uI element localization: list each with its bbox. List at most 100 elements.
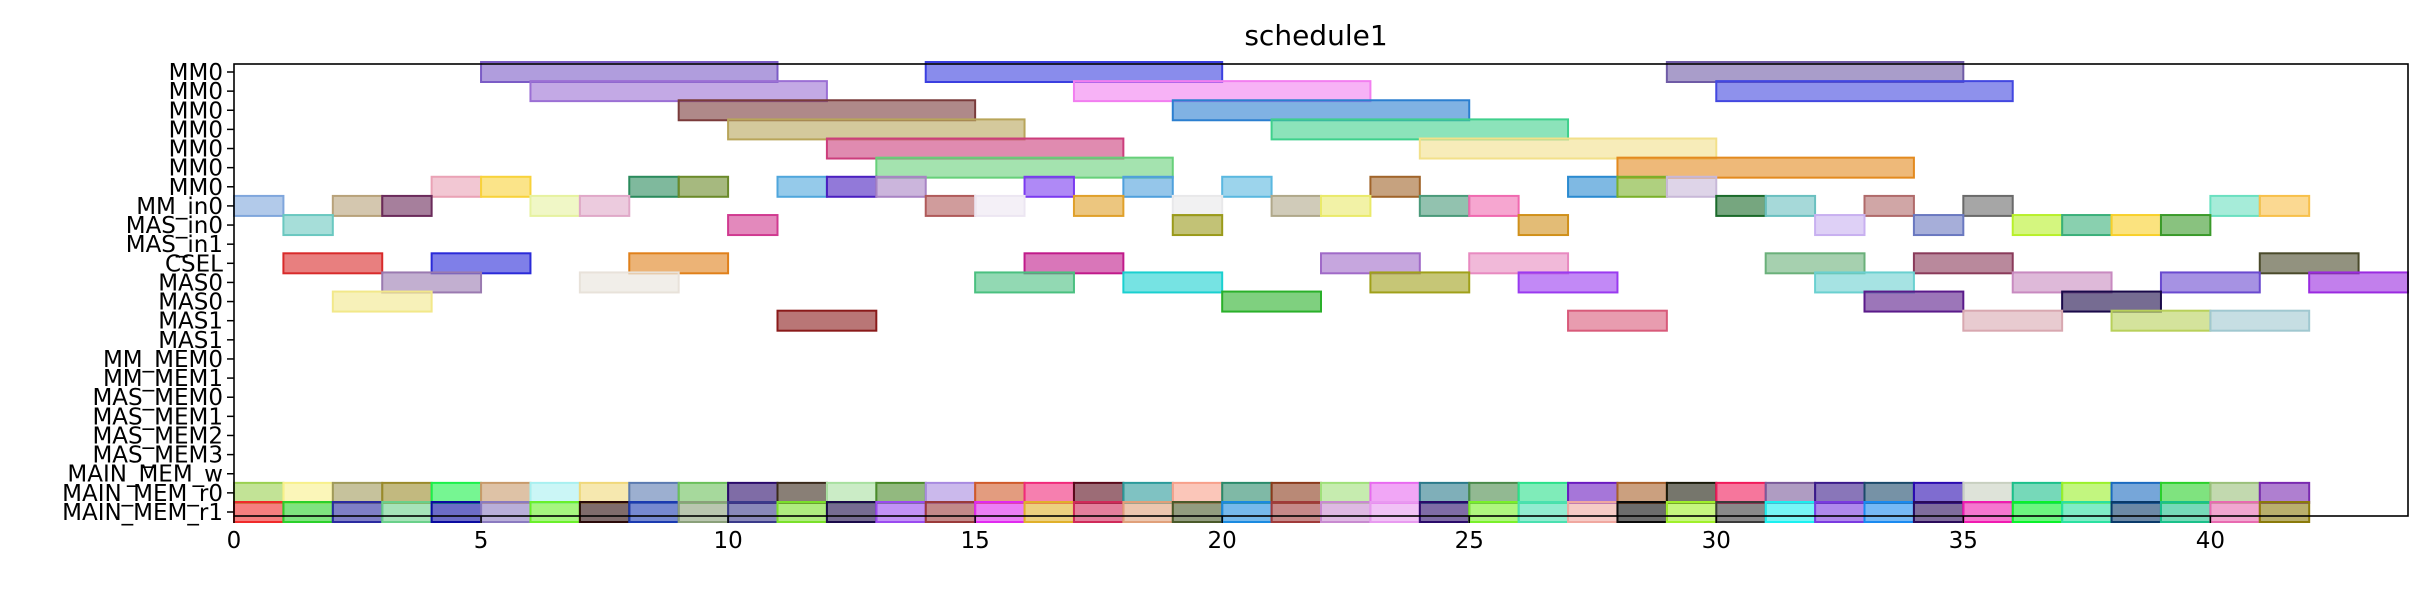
task-bar-27 bbox=[1665, 175, 1718, 198]
main-mem-r0-block-40 bbox=[2209, 481, 2261, 504]
task-bar-24 bbox=[1369, 175, 1421, 198]
task-bar-38 bbox=[1320, 194, 1372, 217]
main-mem-r1-block-1 bbox=[282, 501, 334, 523]
main-mem-r0-block-10 bbox=[727, 481, 779, 504]
task-bar-8 bbox=[727, 118, 1026, 141]
main-mem-r1-block-8 bbox=[628, 501, 680, 523]
task-bar-59 bbox=[628, 252, 730, 275]
task-bar-68 bbox=[974, 271, 1075, 294]
task-bar-32 bbox=[578, 194, 631, 217]
main-mem-r0-block-23 bbox=[1369, 481, 1421, 504]
x-tick-label-6: 30 bbox=[1702, 528, 1731, 554]
task-bar-46 bbox=[2258, 194, 2311, 217]
main-mem-r1-block-37 bbox=[2061, 501, 2113, 523]
main-mem-r1-block-4 bbox=[430, 501, 483, 523]
main-mem-r1-block-41 bbox=[2258, 501, 2311, 523]
main-mem-r1-block-2 bbox=[331, 501, 384, 523]
main-mem-r1-block-6 bbox=[529, 501, 581, 523]
main-mem-r0-block-24 bbox=[1418, 481, 1471, 504]
row-label-1: MM0 bbox=[169, 79, 223, 105]
task-bar-52 bbox=[1912, 214, 1965, 237]
row-labels: MM0MM0MM0MM0MM0MM0MM0MM_in0MAS_in0MAS_in… bbox=[62, 60, 234, 526]
task-bar-75 bbox=[2308, 271, 2410, 294]
main-mem-r1-block-15 bbox=[974, 501, 1026, 523]
main-mem-r1-block-21 bbox=[1270, 501, 1323, 523]
task-bar-5 bbox=[1715, 80, 2014, 103]
task-bar-30 bbox=[381, 194, 433, 217]
task-bar-63 bbox=[1764, 252, 1866, 275]
main-mem-r0-block-8 bbox=[628, 481, 680, 504]
row-label-11: MAS0 bbox=[158, 270, 223, 296]
main-mem-r1-block-29 bbox=[1665, 501, 1718, 523]
row-label-22: MAIN_MEM_r0 bbox=[62, 481, 223, 507]
chart-title: schedule1 bbox=[1244, 19, 1387, 52]
main-mem-r1-block-23 bbox=[1369, 501, 1421, 523]
task-bar-16 bbox=[628, 175, 680, 198]
main-mem-r0-block-21 bbox=[1270, 481, 1323, 504]
task-bar-36 bbox=[1171, 194, 1224, 217]
task-bar-57 bbox=[282, 252, 384, 275]
plot-frame bbox=[233, 63, 2409, 517]
main-mem-r1-block-30 bbox=[1715, 501, 1767, 523]
task-bar-28 bbox=[233, 194, 285, 217]
main-mem-r1-block-19 bbox=[1171, 501, 1224, 523]
x-tick-label-4: 20 bbox=[1208, 528, 1237, 554]
main-mem-r1-block-18 bbox=[1122, 501, 1174, 523]
task-bar-19 bbox=[825, 175, 878, 198]
task-bar-65 bbox=[2258, 252, 2360, 275]
x-tick-label-0: 0 bbox=[227, 528, 242, 554]
task-bar-1 bbox=[924, 61, 1224, 83]
main-mem-r0-block-31 bbox=[1764, 481, 1817, 504]
task-bar-22 bbox=[1122, 175, 1174, 198]
task-bar-33 bbox=[924, 194, 977, 217]
main-mem-r1-block-34 bbox=[1912, 501, 1965, 523]
task-bar-66 bbox=[381, 271, 483, 294]
task-bar-50 bbox=[1517, 214, 1570, 237]
task-bar-3 bbox=[529, 80, 828, 103]
main-mem-r1-block-5 bbox=[480, 501, 532, 523]
task-bar-14 bbox=[430, 175, 483, 198]
main-mem-r0-block-18 bbox=[1122, 481, 1174, 504]
row-label-3: MM0 bbox=[169, 117, 223, 143]
task-bar-0 bbox=[480, 61, 779, 83]
task-bar-83 bbox=[2110, 309, 2212, 332]
task-bar-62 bbox=[1468, 252, 1570, 275]
task-bar-44 bbox=[1962, 194, 2014, 217]
main-mem-r1-block-32 bbox=[1814, 501, 1866, 523]
task-bar-37 bbox=[1270, 194, 1323, 217]
row-label-13: MAS1 bbox=[158, 309, 223, 335]
main-mem-r0-block-15 bbox=[974, 481, 1026, 504]
task-bar-70 bbox=[1369, 271, 1471, 294]
main-mem-r0-block-32 bbox=[1814, 481, 1866, 504]
task-bar-39 bbox=[1418, 194, 1471, 217]
main-mem-r1-block-14 bbox=[924, 501, 977, 523]
row-label-12: MAS0 bbox=[158, 290, 223, 316]
main-mem-r0-block-12 bbox=[825, 481, 878, 504]
row-label-14: MAS1 bbox=[158, 328, 223, 354]
main-mem-r0-block-28 bbox=[1616, 481, 1668, 504]
main-mem-r0-block-13 bbox=[875, 481, 927, 504]
main-mem-r1-block-9 bbox=[677, 501, 730, 523]
task-bar-69 bbox=[1122, 271, 1224, 294]
row-label-4: MM0 bbox=[169, 137, 223, 163]
task-bar-55 bbox=[2110, 214, 2162, 237]
task-bar-84 bbox=[2209, 309, 2311, 332]
x-tick-label-2: 10 bbox=[713, 528, 742, 554]
task-bar-77 bbox=[1221, 290, 1322, 313]
main-mem-r0-block-9 bbox=[677, 481, 730, 504]
task-bar-72 bbox=[1814, 271, 1915, 294]
row-label-0: MM0 bbox=[169, 60, 223, 86]
task-bar-13 bbox=[1616, 156, 1915, 179]
task-bar-12 bbox=[875, 156, 1174, 179]
task-bar-78 bbox=[1863, 290, 1965, 313]
main-mem-r0-block-41 bbox=[2258, 481, 2311, 504]
task-bar-17 bbox=[677, 175, 730, 198]
task-bar-73 bbox=[2011, 271, 2113, 294]
task-bar-81 bbox=[1567, 309, 1668, 332]
x-tick-label-7: 35 bbox=[1949, 528, 1978, 554]
task-bar-26 bbox=[1616, 175, 1668, 198]
main-mem-r1-block-26 bbox=[1517, 501, 1570, 523]
main-mem-r1-block-17 bbox=[1072, 501, 1125, 523]
main-mem-r0-block-0 bbox=[233, 481, 285, 504]
